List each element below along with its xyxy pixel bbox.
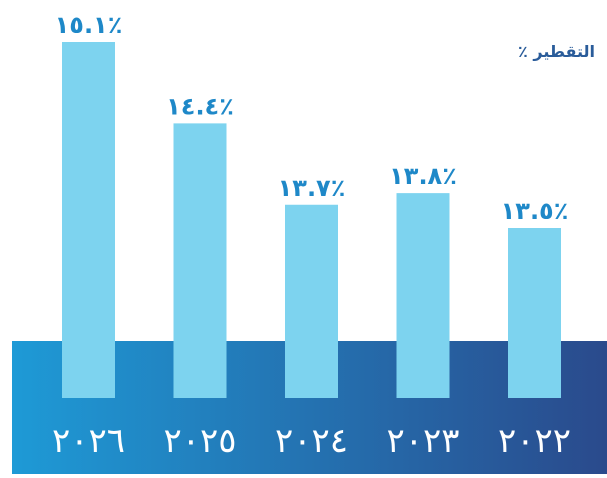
x-tick-label-2: ٢٠٢٤ — [275, 421, 348, 461]
x-tick-labels-layer: ٢٠٢٦ ٢٠٢٥ ٢٠٢٤ ٢٠٢٣ ٢٠٢٢ — [52, 421, 571, 461]
x-tick-label-1: ٢٠٢٥ — [163, 421, 236, 461]
data-label-4: ٪١٣.٥ — [501, 197, 569, 225]
data-label-3: ٪١٣.٨ — [389, 162, 457, 190]
x-tick-label-0: ٢٠٢٦ — [52, 421, 125, 461]
bar-2 — [285, 204, 338, 398]
data-label-2: ٪١٣.٧ — [278, 174, 346, 202]
data-label-1: ٪١٤.٤ — [166, 92, 234, 120]
bar-1 — [173, 123, 227, 398]
bar-0 — [62, 42, 115, 398]
bars-layer — [62, 42, 561, 398]
x-tick-label-4: ٢٠٢٢ — [498, 421, 571, 461]
series-label: التقطير ٪ — [518, 42, 595, 61]
data-label-0: ٪١٥.١ — [55, 11, 123, 39]
bar-3 — [396, 193, 450, 398]
bar-4 — [508, 228, 561, 398]
x-tick-label-3: ٢٠٢٣ — [386, 421, 459, 461]
data-labels-layer: ٪١٥.١ ٪١٤.٤ ٪١٣.٧ ٪١٣.٨ ٪١٣.٥ — [55, 11, 569, 225]
